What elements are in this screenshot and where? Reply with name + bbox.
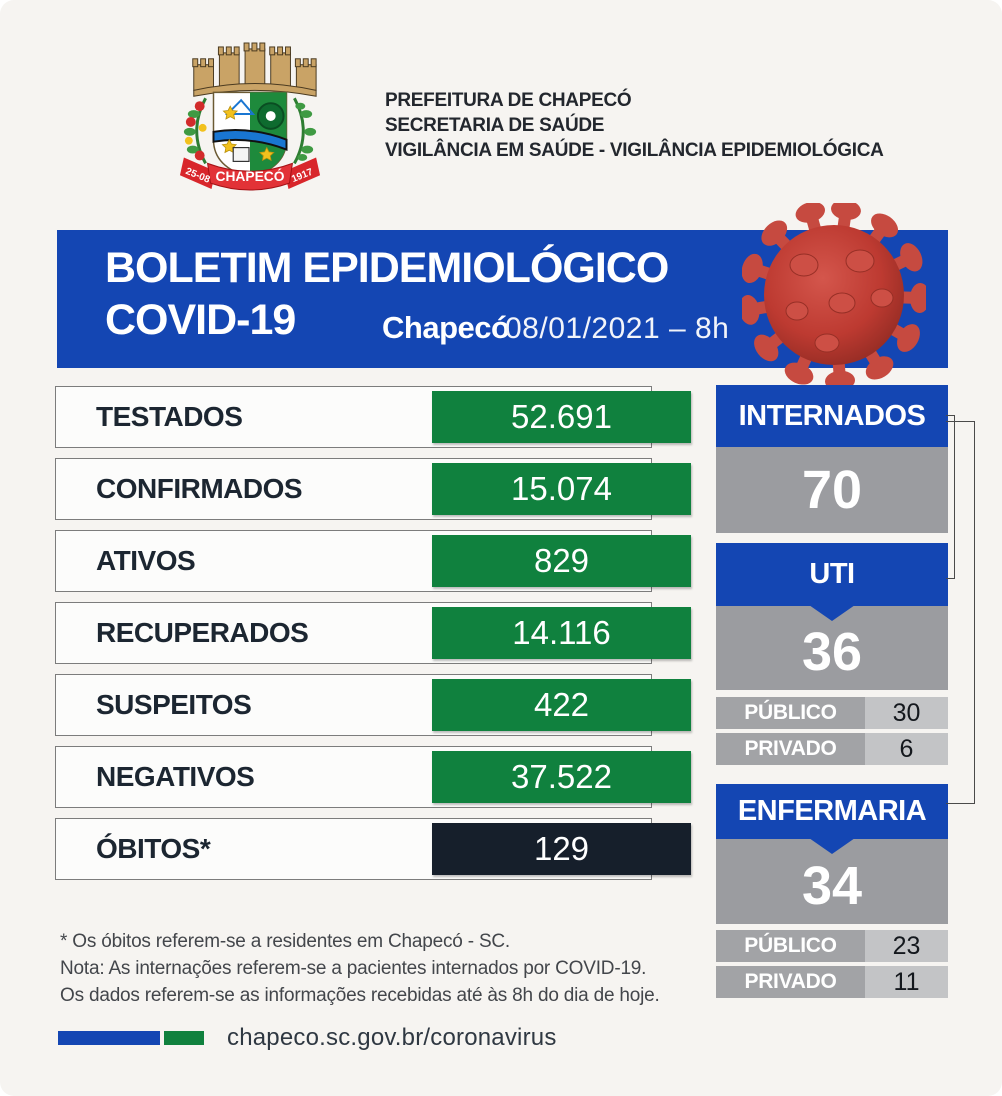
footer-green-bar (164, 1031, 204, 1045)
crest-shield (212, 91, 288, 178)
footnote-internacoes: Nota: As internações referem-se a pacien… (60, 958, 647, 979)
stat-row-testados: TESTADOS 52.691 (55, 386, 691, 448)
banner-subtitle: COVID-19 (105, 296, 296, 344)
org-line-vigilancia: VIGILÂNCIA EM SAÚDE - VIGILÂNCIA EPIDEMI… (385, 140, 884, 161)
footer-url: chapeco.sc.gov.br/coronavirus (227, 1024, 557, 1051)
footnotes: * Os óbitos referem-se a residentes em C… (60, 928, 660, 1009)
stat-row-recuperados: RECUPERADOS 14.116 (55, 602, 691, 664)
uti-publico-row: PÚBLICO 30 (716, 697, 948, 729)
crest-ribbon: CHAPECÓ 25-08 1917 (179, 157, 321, 191)
stat-value: 37.522 (432, 751, 691, 803)
enfermaria-privado-label: PRIVADO (716, 966, 865, 998)
footnote-dados: Os dados referem-se as informações receb… (60, 985, 660, 1006)
uti-privado-label: PRIVADO (716, 733, 865, 765)
enfermaria-value: 34 (716, 839, 948, 924)
crest-flowers (184, 101, 207, 161)
uti-publico-value: 30 (865, 697, 948, 729)
stat-value: 129 (432, 823, 691, 875)
internados-value: 70 (716, 447, 948, 533)
hospitalized-panel: INTERNADOS 70 UTI 36 PÚBLICO 30 PRIVADO … (716, 385, 948, 998)
stat-label: NEGATIVOS (96, 761, 255, 792)
stat-value: 14.116 (432, 607, 691, 659)
stat-value: 52.691 (432, 391, 691, 443)
stat-value: 15.074 (432, 463, 691, 515)
enfermaria-publico-value: 23 (865, 930, 948, 962)
enfermaria-publico-label: PÚBLICO (716, 930, 865, 962)
org-header: PREFEITURA DE CHAPECÓ SECRETARIA DE SAÚD… (385, 88, 884, 163)
stats-list: TESTADOS 52.691 CONFIRMADOS 15.074 ATIVO… (55, 386, 705, 890)
chapeco-coat-of-arms: CHAPECÓ 25-08 1917 (179, 42, 321, 191)
stat-value: 829 (432, 535, 691, 587)
stat-value: 422 (432, 679, 691, 731)
banner-city: Chapecó (382, 310, 510, 345)
uti-privado-value: 6 (865, 733, 948, 765)
banner-datetime: 08/01/2021 – 8h (505, 312, 730, 345)
banner-title: BOLETIM EPIDEMIOLÓGICO (105, 244, 669, 292)
footnote-obitos: * Os óbitos referem-se a residentes em C… (60, 931, 511, 952)
stat-label: RECUPERADOS (96, 617, 309, 648)
enfermaria-publico-row: PÚBLICO 23 (716, 930, 948, 962)
stat-label: TESTADOS (96, 401, 243, 432)
footer-blue-bar (58, 1031, 160, 1045)
coronavirus-icon (742, 203, 926, 387)
stat-row-suspeitos: SUSPEITOS 422 (55, 674, 691, 736)
org-line-prefeitura: PREFEITURA DE CHAPECÓ (385, 90, 632, 111)
stat-label: ÓBITOS* (96, 833, 211, 864)
uti-header: UTI (716, 543, 948, 606)
uti-publico-label: PÚBLICO (716, 697, 865, 729)
uti-privado-row: PRIVADO 6 (716, 733, 948, 765)
stat-row-confirmados: CONFIRMADOS 15.074 (55, 458, 691, 520)
stat-row-negativos: NEGATIVOS 37.522 (55, 746, 691, 808)
enfermaria-privado-row: PRIVADO 11 (716, 966, 948, 998)
stat-row-ativos: ATIVOS 829 (55, 530, 691, 592)
stat-label: ATIVOS (96, 545, 196, 576)
org-line-secretaria: SECRETARIA DE SAÚDE (385, 115, 605, 136)
stat-row-obitos: ÓBITOS* 129 (55, 818, 691, 880)
connector-internados-enfermaria (946, 421, 975, 804)
internados-header: INTERNADOS (716, 385, 948, 447)
enfermaria-header: ENFERMARIA (716, 784, 948, 839)
crest-city-name: CHAPECÓ (216, 167, 285, 184)
connector-internados-uti (946, 415, 955, 579)
enfermaria-privado-value: 11 (865, 966, 948, 998)
uti-value: 36 (716, 606, 948, 690)
stat-label: CONFIRMADOS (96, 473, 303, 504)
stat-label: SUSPEITOS (96, 689, 252, 720)
